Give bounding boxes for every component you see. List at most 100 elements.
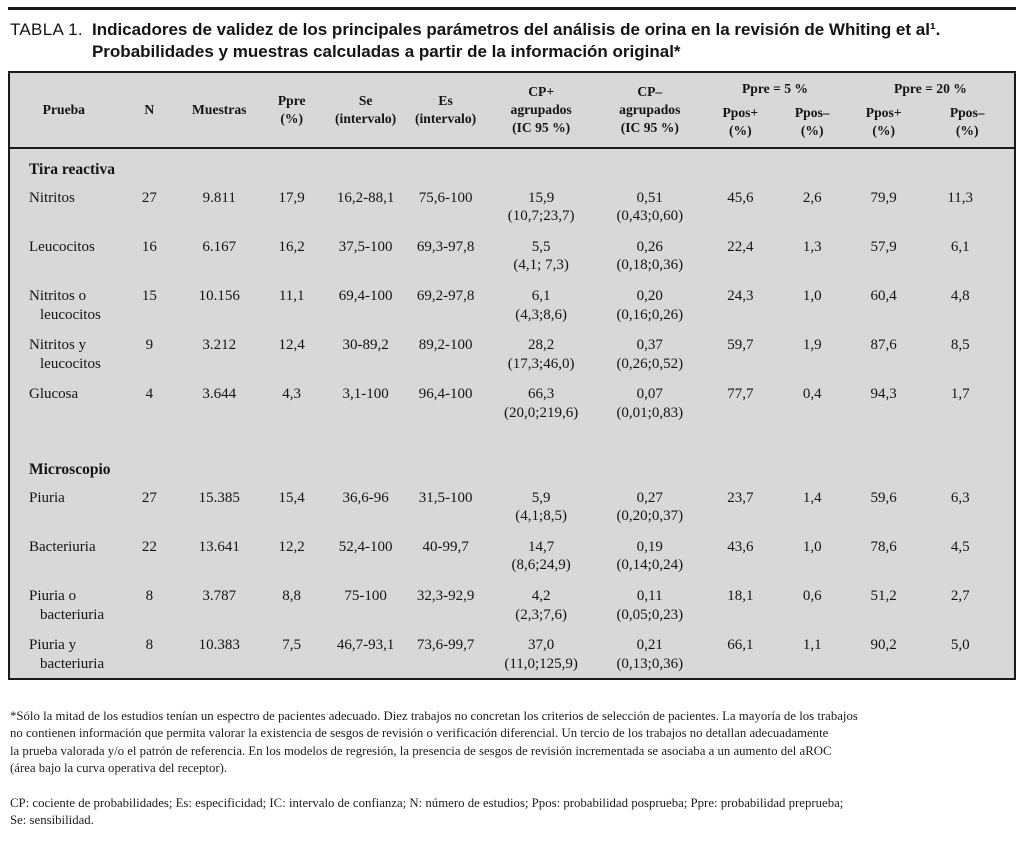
cell-cp-neg: 0,07 (0,01;0,83) — [616, 386, 684, 421]
cell-ppos5-neg: 0,4 — [802, 386, 822, 403]
cell-n: 27 — [141, 189, 157, 206]
col-header-cp-pos: CP+ agrupados (IC 95 %) — [510, 84, 572, 135]
col-header-ppre: Ppre (%) — [277, 92, 306, 126]
cell-ppos20-pos: 51,2 — [870, 588, 897, 605]
cell-n: 9 — [145, 337, 154, 354]
table-row: Piuria 27 15.385 15,4 36,6-96 31,5-100 5,9 (4,1… — [9, 482, 1015, 531]
table-title-line2: Probabilidades y muestras calculadas a p… — [91, 41, 681, 61]
cell-ppos20-neg: 1,7 — [950, 386, 970, 403]
cell-prueba: Piuria y bacteriuria — [29, 637, 105, 672]
cell-n: 15 — [141, 287, 157, 304]
cell-ppos5-pos: 66,1 — [727, 637, 754, 654]
cell-ppos20-neg: 4,5 — [950, 538, 970, 555]
cell-muestras: 3.212 — [202, 337, 237, 354]
cell-prueba: Piuria — [29, 489, 65, 506]
cell-muestras: 13.641 — [198, 538, 240, 555]
table-row: Piuria o bacteriuria 8 3.787 8,8 75-100 32,3-9… — [9, 580, 1015, 629]
cell-ppos5-pos: 77,7 — [727, 386, 754, 403]
cell-es: 75,6-100 — [418, 189, 473, 206]
cell-cp-neg: 0,37 (0,26;0,52) — [616, 337, 684, 372]
col-header-ppos20-pos: Ppos+ (%) — [865, 105, 902, 139]
cell-ppos20-neg: 6,1 — [950, 238, 970, 255]
cell-ppos20-pos: 79,9 — [870, 189, 897, 206]
cell-cp-pos: 28,2 (17,3;46,0) — [507, 337, 575, 372]
col-group-ppre20: Ppre = 20 % — [894, 80, 967, 96]
cell-ppos5-pos: 24,3 — [727, 287, 754, 304]
cell-cp-neg: 0,21 (0,13;0,36) — [616, 637, 684, 672]
table-title: TABLA 1. Indicadores de validez de los p… — [10, 19, 1016, 63]
col-header-muestras: Muestras — [192, 101, 247, 117]
table-body: Tira reactiva Nitritos 27 9.811 17,9 16,2-88,… — [9, 148, 1015, 679]
cell-n: 8 — [145, 588, 154, 605]
cell-ppre: 17,9 — [278, 189, 305, 206]
cell-ppos20-pos: 60,4 — [870, 287, 897, 304]
cell-ppos20-pos: 94,3 — [870, 386, 897, 403]
col-header-n: N — [144, 101, 155, 117]
cell-es: 73,6-99,7 — [416, 637, 475, 654]
cell-ppos5-neg: 1,0 — [802, 538, 822, 555]
cell-ppos5-neg: 1,4 — [802, 489, 822, 506]
cell-n: 4 — [145, 386, 154, 403]
cell-muestras: 15.385 — [198, 489, 240, 506]
col-header-ppos5-neg: Ppos– (%) — [794, 105, 830, 139]
section-row: Tira reactiva — [9, 148, 1015, 181]
cell-muestras: 3.787 — [202, 588, 237, 605]
cell-prueba: Leucocitos — [29, 238, 95, 255]
cell-ppos5-neg: 2,6 — [802, 189, 822, 206]
table-row: Nitritos y leucocitos 9 3.212 12,4 30-89,2 89,… — [9, 329, 1015, 378]
table-row: Nitritos 27 9.811 17,9 16,2-88,1 75,6-100 15,9… — [9, 182, 1015, 231]
cell-ppos20-neg: 11,3 — [947, 189, 974, 206]
section-title: Tira reactiva — [29, 161, 115, 179]
cell-ppre: 7,5 — [282, 637, 302, 654]
cell-n: 27 — [141, 489, 157, 506]
cell-ppos20-neg: 4,8 — [950, 287, 970, 304]
cell-ppos20-pos: 57,9 — [870, 238, 897, 255]
table-row: Bacteriuria 22 13.641 12,2 52,4-100 40-99,7 14… — [9, 531, 1015, 580]
header-row-2: Ppos+ (%) Ppos– (%) Ppos+ (%) Ppos– (%) — [9, 97, 1015, 148]
cell-ppos20-neg: 6,3 — [950, 489, 970, 506]
header-row-1: Prueba N Muestras Ppre (%) Se (intervalo… — [9, 72, 1015, 135]
cell-prueba: Nitritos — [29, 189, 75, 206]
cell-es: 69,2-97,8 — [416, 287, 475, 304]
section-row: Microscopio — [9, 427, 1015, 481]
cell-ppos20-neg: 8,5 — [950, 337, 970, 354]
cell-muestras: 6.167 — [202, 238, 237, 255]
cell-ppos5-neg: 0,6 — [802, 588, 822, 605]
col-group-ppre5: Ppre = 5 % — [742, 80, 809, 96]
cell-ppos5-pos: 43,6 — [727, 538, 754, 555]
col-header-se: Se (intervalo) — [335, 92, 397, 126]
table-title-text: Indicadores de validez de los principale… — [92, 19, 940, 63]
cell-es: 31,5-100 — [418, 489, 473, 506]
cell-muestras: 10.156 — [198, 287, 240, 304]
table-row: Leucocitos 16 6.167 16,2 37,5-100 69,3-97,8 5,… — [9, 231, 1015, 280]
cell-ppos5-pos: 45,6 — [727, 189, 754, 206]
cell-se: 3,1-100 — [342, 386, 389, 403]
cell-ppos5-neg: 1,9 — [802, 337, 822, 354]
footnote-methodology: *Sólo la mitad de los estudios tenían un… — [10, 708, 858, 775]
cell-ppos5-pos: 23,7 — [727, 489, 754, 506]
cell-ppre: 12,2 — [278, 538, 305, 555]
cell-ppos20-pos: 87,6 — [870, 337, 897, 354]
col-header-es: Es (intervalo) — [415, 92, 477, 126]
table-title-line1: Indicadores de validez de los principale… — [91, 20, 941, 39]
cell-se: 37,5-100 — [338, 238, 393, 255]
cell-ppre: 8,8 — [282, 588, 302, 605]
table-wrapper: Prueba N Muestras Ppre (%) Se (intervalo… — [8, 70, 1016, 681]
cell-cp-neg: 0,51 (0,43;0,60) — [616, 189, 684, 225]
cell-ppre: 15,4 — [278, 489, 305, 506]
table-row: Piuria y bacteriuria 8 10.383 7,5 46,7-93,1 73… — [9, 629, 1015, 679]
cell-prueba: Nitritos y leucocitos — [29, 337, 101, 372]
cell-cp-neg: 0,11 (0,05;0,23) — [616, 588, 684, 623]
cell-ppos5-pos: 18,1 — [727, 588, 754, 605]
cell-prueba: Glucosa — [29, 386, 79, 403]
cell-ppos5-neg: 1,0 — [802, 287, 822, 304]
table-row: Nitritos o leucocitos 15 10.156 11,1 69,4-100… — [9, 280, 1015, 329]
cell-cp-pos: 4,2 (2,3;7,6) — [515, 588, 567, 623]
cell-cp-pos: 66,3 (20,0;219,6) — [504, 386, 579, 421]
cell-cp-pos: 5,9 (4,1;8,5) — [515, 489, 567, 525]
top-rule — [8, 7, 1016, 10]
cell-cp-neg: 0,27 (0,20;0,37) — [616, 489, 684, 525]
cell-ppos20-pos: 59,6 — [870, 489, 897, 506]
cell-se: 52,4-100 — [338, 538, 393, 555]
